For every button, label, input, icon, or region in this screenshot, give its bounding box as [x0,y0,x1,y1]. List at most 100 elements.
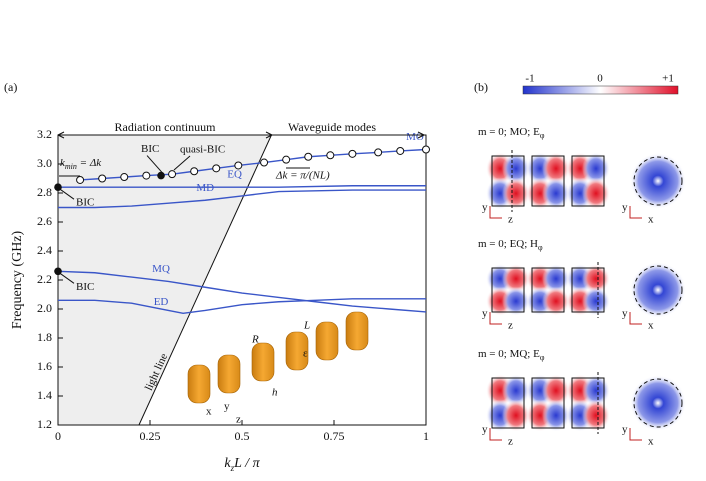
field-lobe [542,152,570,185]
cross-outline [633,156,683,206]
bic-point [157,171,165,180]
cross-section [630,262,686,318]
y-tick-label: 2.0 [37,301,52,315]
row-title: m = 0; MO; Eφ [478,126,545,141]
row-title-text: m = 0; MO; E [478,126,540,138]
series-label: EQ [227,169,242,181]
field-lobe [542,177,570,210]
colorbar [522,85,679,95]
cross-section [630,153,686,209]
marker [374,148,383,157]
bic-pointer [146,155,164,174]
pointer [173,155,191,171]
colorbar-label: -1 [525,73,534,85]
series-label: MQ [152,263,170,275]
annotation: kmin = Δk [60,157,102,172]
inset-label: x [206,406,212,418]
series-line [58,298,426,315]
inset-label: R [251,334,259,346]
marker [120,173,129,182]
inset-label: L [303,320,310,332]
field-lobe [542,264,570,294]
axes-arrow [629,206,642,219]
series-line [58,189,426,209]
annotation: Δk = π/(NL) [275,170,330,182]
bic-point [54,267,62,276]
resonator-outline [491,155,525,207]
x-axis-label: kzL / π [224,456,260,473]
axes-arrow [629,428,642,441]
annotation: quasi-BIC [180,144,225,156]
series-label: ED [154,296,169,308]
axes-arrow [489,312,502,325]
resonator-outline [531,377,565,429]
field-lobe [582,177,610,210]
field-lobe [582,286,610,316]
y-tick-label: 2.8 [37,185,52,199]
y-axis-label: Frequency (GHz) [10,230,25,329]
row-title: m = 0; EQ; Hφ [478,238,543,253]
field-lobe [502,264,530,294]
marker [168,170,177,179]
field-lobe [542,374,570,407]
field-lobe [582,374,610,407]
axis-letter: y [482,202,488,214]
panel-label: (b) [474,80,488,94]
marker [98,174,107,183]
series-label: MO [406,131,424,143]
axis-letter: x [648,214,654,226]
marker [142,171,151,180]
inset-label: h [272,387,278,399]
bic-point [54,183,62,191]
axis-letter: y [622,308,628,320]
y-tick-label: 2.6 [37,214,52,228]
colorbar-label: 0 [597,73,603,85]
axes-arrow [489,428,502,441]
x-tick-label: 0.5 [235,429,250,443]
row-title-text: m = 0; EQ; H [478,238,538,250]
axis-letter: x [648,436,654,448]
marker [348,149,357,158]
marker [396,146,405,155]
series-line [57,270,427,313]
resonator-outline [531,267,565,313]
axis-letter: y [622,202,628,214]
axis-letter: z [508,214,513,226]
inset-label: z [236,414,241,426]
axis-letter: y [622,424,628,436]
bic-pointer [59,272,75,284]
y-tick-label: 3.2 [37,127,52,141]
resonator-outline [571,377,605,429]
marker [304,152,313,161]
marker [212,164,221,173]
colorbar-label: +1 [662,73,674,85]
axis-letter: y [482,308,488,320]
cross-outline [633,265,683,315]
axis-letter: x [648,320,654,332]
marker [282,155,291,164]
marker [422,145,430,154]
field-lobe [542,286,570,316]
y-tick-label: 1.8 [37,330,52,344]
inset-label: ε [303,348,308,360]
marker [234,161,243,170]
axes-arrow [629,312,642,325]
annotation: Radiation continuum [115,120,217,134]
bic-label: BIC [141,143,159,155]
x-tick-label: 0 [55,429,61,443]
resonator-outline [571,267,605,313]
y-tick-label: 3.0 [37,156,52,170]
inset-label: y [224,401,230,413]
row-title-sub: φ [540,131,545,140]
field-lobe [582,264,610,294]
axis-letter: z [508,320,513,332]
x-tick-label: 1 [423,429,429,443]
axis-letter: y [482,424,488,436]
resonator-outline [531,155,565,207]
panel-label: (a) [4,80,17,94]
marker [190,167,199,176]
cross-outline [633,378,683,428]
resonator-outline [491,377,525,429]
